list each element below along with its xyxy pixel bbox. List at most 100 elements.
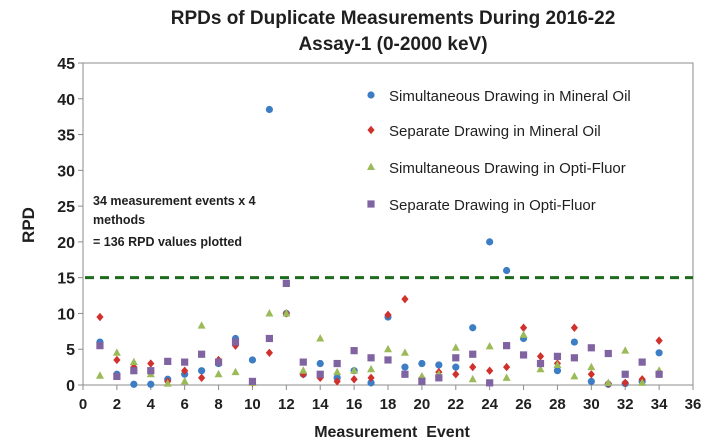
data-point	[570, 372, 579, 380]
data-point	[299, 358, 307, 366]
x-axis-label: Measurement Event	[314, 424, 470, 441]
data-point	[418, 377, 426, 386]
data-point	[553, 352, 562, 360]
data-point	[401, 294, 409, 304]
x-tick-label: 6	[180, 396, 188, 413]
data-point	[147, 367, 155, 375]
data-point	[180, 377, 189, 385]
data-point	[570, 354, 578, 362]
data-point	[587, 344, 595, 352]
series-square	[96, 279, 663, 387]
data-point	[350, 347, 358, 355]
data-point	[604, 378, 613, 386]
annotation-line: methods	[93, 213, 145, 227]
x-tick-label: 10	[244, 396, 261, 413]
data-point	[400, 348, 409, 356]
data-point	[486, 379, 494, 387]
data-point	[316, 334, 325, 342]
data-point	[452, 354, 460, 362]
data-point	[265, 105, 273, 114]
legend-label: Simultaneous Drawing in Opti-Fluor	[389, 160, 626, 177]
data-point	[265, 309, 274, 317]
x-tick-label: 20	[414, 396, 431, 413]
data-point	[604, 349, 612, 358]
data-point	[503, 362, 511, 372]
chart-title-line1: RPDs of Duplicate Measurements During 20…	[171, 8, 616, 29]
data-point	[265, 334, 273, 343]
data-point	[113, 372, 121, 381]
y-tick-label: 15	[57, 271, 75, 288]
x-tick-label: 14	[312, 396, 329, 413]
data-point	[418, 359, 426, 368]
data-point	[248, 356, 257, 364]
chart-title-line2: Assay-1 (0-2000 keV)	[298, 34, 487, 55]
data-point	[587, 377, 595, 386]
x-axis-ticks: 0 2 4 6 8 10 12 14 16 18 20 22 24 26 28 30 32 34 36	[79, 385, 701, 413]
data-point	[333, 367, 342, 376]
x-tick-label: 0	[79, 396, 87, 413]
annotation-line: 34 measurement events x 4	[93, 194, 256, 208]
data-point	[621, 378, 629, 388]
data-point	[587, 362, 596, 371]
annotation-line: = 136 RPD values plotted	[93, 235, 242, 249]
data-point	[197, 321, 206, 329]
data-point	[503, 266, 511, 275]
data-point	[655, 349, 663, 357]
data-point	[553, 360, 562, 368]
data-point	[198, 350, 206, 358]
data-point	[316, 359, 324, 368]
data-point	[452, 363, 460, 371]
data-point	[519, 351, 528, 359]
data-point	[367, 373, 375, 383]
data-point	[231, 367, 240, 376]
data-point	[638, 378, 647, 386]
data-point	[536, 359, 545, 368]
y-tick-label: 5	[66, 342, 75, 359]
data-point	[384, 344, 392, 353]
data-point	[147, 359, 155, 368]
data-point	[214, 369, 223, 378]
legend-marker	[367, 91, 375, 99]
data-point	[451, 343, 460, 351]
data-point	[536, 364, 545, 373]
data-point	[282, 279, 290, 287]
data-point	[316, 370, 324, 378]
data-point	[519, 323, 528, 332]
data-point	[570, 338, 578, 346]
data-point	[553, 367, 562, 375]
y-tick-label: 0	[66, 378, 75, 395]
data-point	[486, 366, 494, 375]
legend: Simultaneous Drawing in Mineral Oil Separ…	[367, 88, 631, 214]
y-tick-label: 25	[57, 199, 75, 216]
data-point	[282, 309, 291, 317]
series-triangle	[95, 309, 664, 387]
data-point	[587, 370, 595, 379]
data-point	[248, 377, 257, 386]
data-point	[112, 348, 121, 356]
data-points	[95, 105, 664, 388]
x-tick-label: 24	[481, 396, 498, 413]
data-point	[638, 358, 646, 366]
data-point	[570, 323, 578, 332]
data-point	[163, 379, 172, 387]
x-tick-label: 4	[147, 396, 156, 413]
data-point	[333, 359, 341, 368]
data-point	[469, 324, 477, 332]
data-point	[96, 312, 104, 322]
data-point	[129, 357, 138, 366]
data-point	[435, 374, 443, 382]
legend-label: Simultaneous Drawing in Mineral Oil	[389, 88, 631, 105]
data-point	[401, 363, 409, 371]
data-point	[469, 362, 477, 372]
x-tick-label: 2	[113, 396, 121, 413]
data-point	[113, 355, 121, 365]
x-tick-label: 30	[583, 396, 600, 413]
data-point	[299, 366, 308, 374]
data-point	[452, 370, 460, 379]
x-tick-label: 12	[278, 396, 295, 413]
y-tick-label: 45	[57, 56, 75, 73]
y-axis-ticks: 0 5 10 15 20 25 30 35 40 45	[57, 56, 83, 395]
y-tick-label: 40	[57, 92, 75, 109]
x-tick-label: 22	[447, 396, 464, 413]
x-tick-label: 26	[515, 396, 532, 413]
